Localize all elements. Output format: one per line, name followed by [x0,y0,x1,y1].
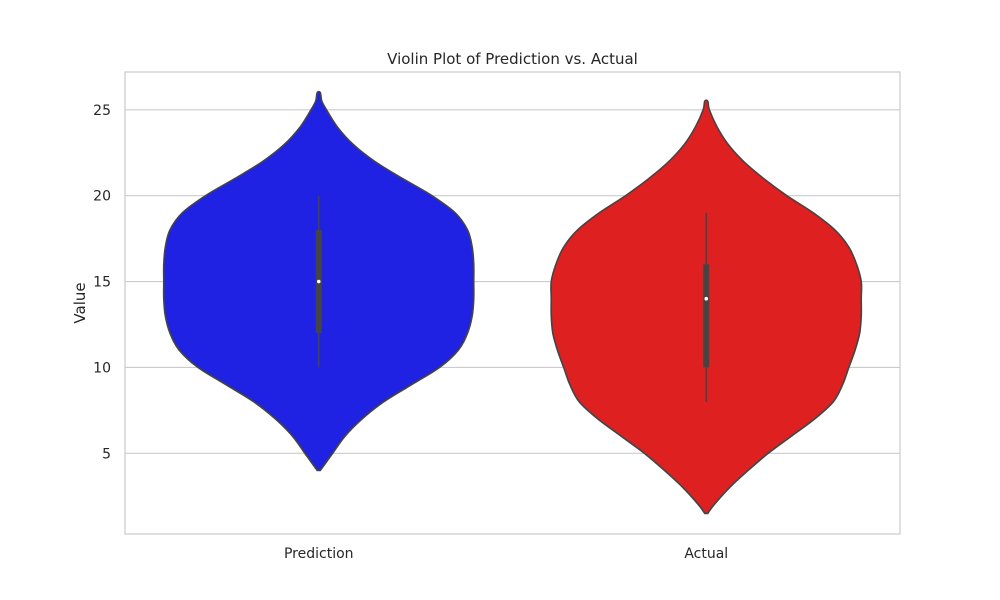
x-tick-labels: Prediction Actual [284,546,728,562]
plot-frame [124,71,901,535]
y-tick-label: 10 [93,360,111,376]
y-tick-labels: 5 10 15 20 25 [93,103,111,462]
x-tick-label: Actual [684,546,728,562]
y-tick-label: 25 [93,103,111,119]
x-tick-label: Prediction [284,546,354,562]
chart-title: Violin Plot of Prediction vs. Actual [387,50,638,68]
violins [162,90,863,515]
y-tick-label: 15 [93,275,111,291]
y-tick-label: 20 [93,189,111,205]
y-tick-label: 5 [102,446,111,462]
median-dot-prediction [316,279,321,284]
median-dot-actual [704,296,709,301]
y-axis-label: Value [71,282,89,323]
